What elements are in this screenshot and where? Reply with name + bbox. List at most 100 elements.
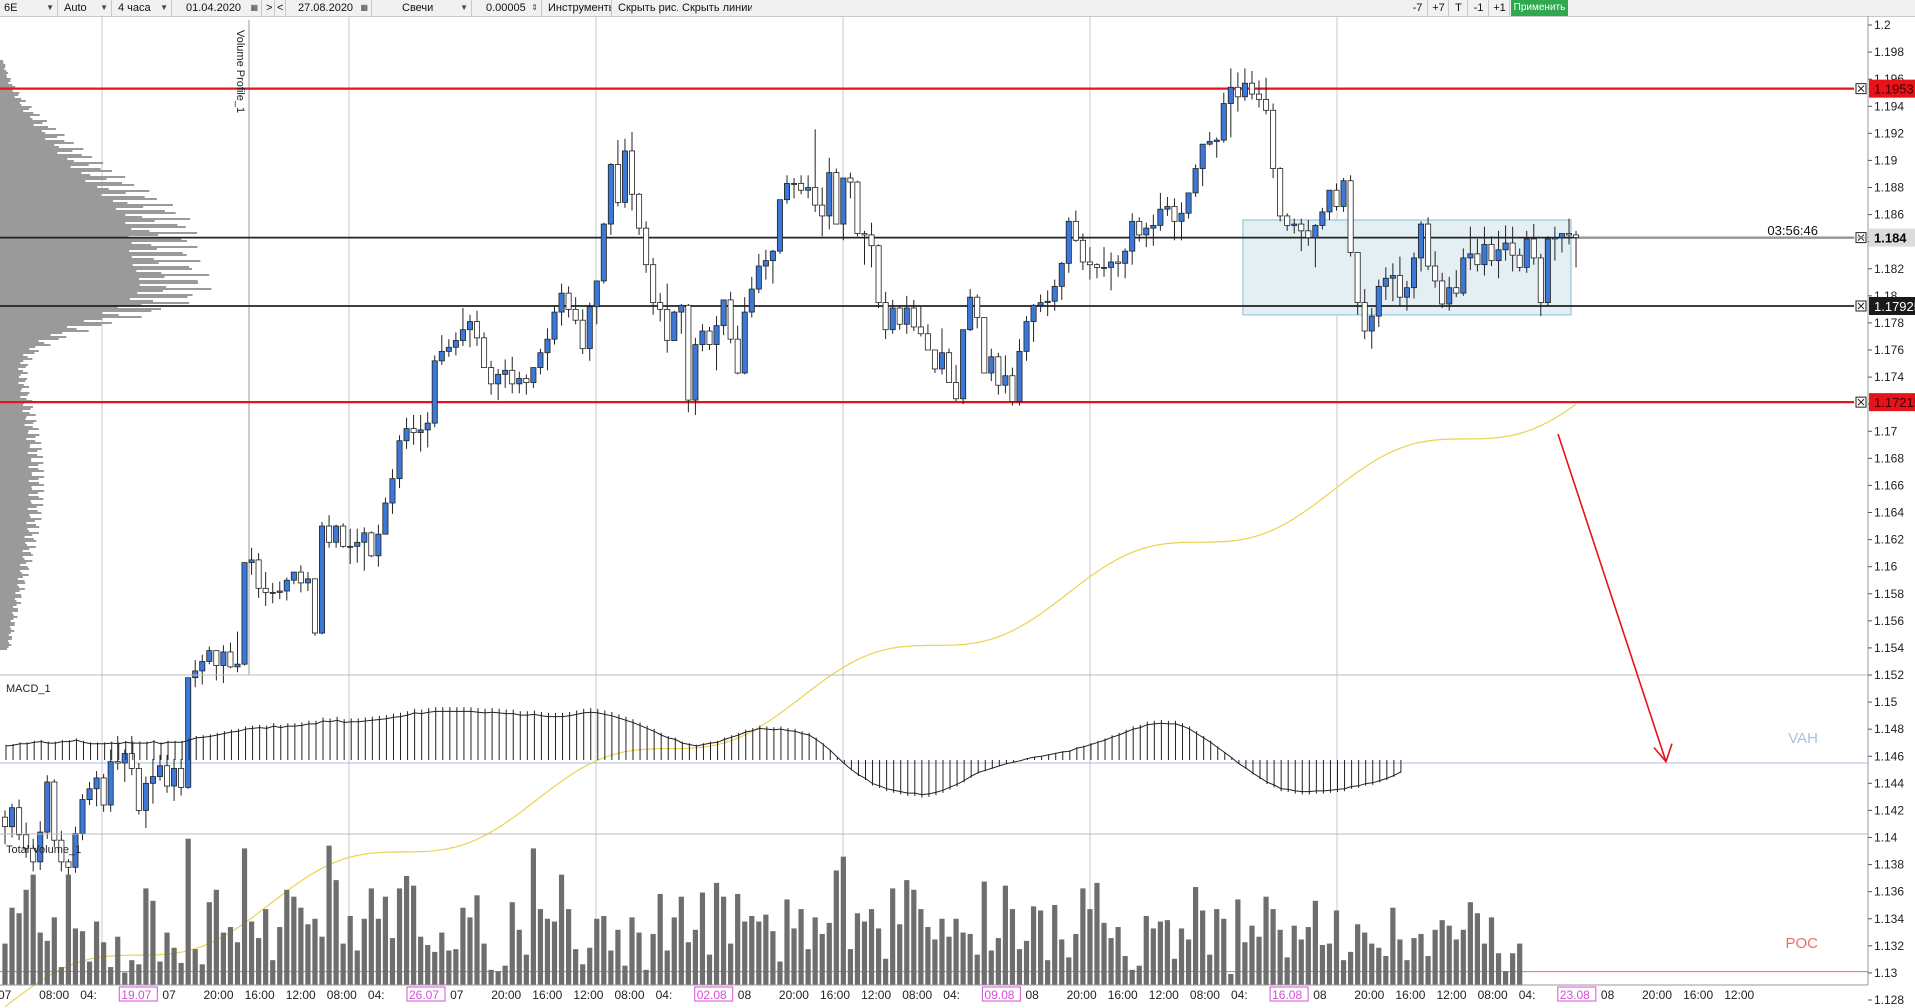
chart-type-select[interactable]: Свечи ▼ xyxy=(374,0,472,16)
volume-bar xyxy=(1193,887,1199,985)
volume-bar xyxy=(396,888,403,985)
apply-button[interactable]: Применить xyxy=(1511,0,1568,16)
calendar-icon[interactable]: ▦ xyxy=(360,3,368,12)
profile-bar xyxy=(0,634,9,636)
volume-bar xyxy=(875,928,882,985)
stepper-icon[interactable]: ⇕ xyxy=(531,3,538,12)
profile-bar xyxy=(0,512,42,514)
profile-bar xyxy=(0,552,31,554)
price-chart[interactable]: 1.21.1981.1961.1941.1921.191.1881.1861.1… xyxy=(0,16,1915,1008)
price-axis[interactable]: 1.21.1981.1961.1941.1921.191.1881.1861.1… xyxy=(1868,18,1915,1007)
profile-bar xyxy=(0,630,15,632)
x-tick-label: 07 xyxy=(162,988,176,1002)
candle-body xyxy=(459,329,466,341)
profile-bar xyxy=(0,138,46,140)
candle-body xyxy=(798,183,805,191)
date-from-field[interactable]: 01.04.2020 ▦ xyxy=(174,0,262,16)
calendar-icon[interactable]: ▦ xyxy=(250,3,258,12)
forecast-arrow[interactable] xyxy=(1557,433,1673,764)
profile-bar xyxy=(0,304,142,306)
profile-bar xyxy=(0,380,26,382)
profile-bar xyxy=(0,282,198,284)
profile-bar xyxy=(0,536,25,538)
profile-bar xyxy=(0,244,152,246)
profile-bar xyxy=(0,350,39,352)
close-icon-cross xyxy=(1857,302,1865,310)
candle-body xyxy=(502,369,509,375)
profile-bar xyxy=(0,102,20,104)
candle-body xyxy=(1115,261,1122,264)
y-tick-label: 1.178 xyxy=(1874,316,1904,330)
arrow-shaft[interactable] xyxy=(1557,433,1667,762)
profile-bar xyxy=(0,564,21,566)
profile-bar xyxy=(0,646,9,648)
x-tick-label: 12:00 xyxy=(1724,988,1754,1002)
minus-seven-button[interactable]: -7 xyxy=(1408,0,1428,16)
profile-bar xyxy=(0,640,9,642)
profile-bar xyxy=(0,116,31,118)
volume-bar xyxy=(1214,909,1220,985)
profile-bar xyxy=(0,290,163,292)
volume-bar xyxy=(1157,921,1163,985)
date-to-field[interactable]: 27.08.2020 ▦ xyxy=(288,0,372,16)
tick-size-stepper[interactable]: 0.00005 ⇕ xyxy=(474,0,542,16)
candle-body xyxy=(1439,280,1446,305)
symbol-select[interactable]: 6E ▼ xyxy=(0,0,58,16)
timeframe-select[interactable]: 4 часа ▼ xyxy=(114,0,172,16)
close-icon[interactable] xyxy=(1855,300,1867,312)
profile-bar xyxy=(0,388,22,390)
profile-bar xyxy=(0,522,27,524)
volume-bar xyxy=(453,949,459,985)
plus-one-button[interactable]: +1 xyxy=(1490,0,1510,16)
volume-bar xyxy=(1347,951,1354,985)
volume-bar xyxy=(263,909,269,985)
profile-bar xyxy=(0,344,51,346)
y-tick-label: 1.15 xyxy=(1874,695,1898,709)
volume-bar xyxy=(418,936,424,985)
volume-bar xyxy=(1171,958,1178,985)
candle-body xyxy=(1256,93,1263,100)
arrow-head-icon[interactable] xyxy=(1653,743,1673,764)
volume-bar xyxy=(580,964,586,985)
volume-bar xyxy=(347,916,353,985)
hide-drawings-button[interactable]: Скрыть рис. xyxy=(618,2,678,14)
time-axis[interactable]: 07 08:00 04: 19.07 07 20:00 16:00 12:00 08:00 04:… xyxy=(0,986,1755,1002)
profile-bar xyxy=(0,228,132,230)
profile-bar xyxy=(0,264,133,266)
volume-bar xyxy=(904,880,910,985)
close-icon[interactable] xyxy=(1855,83,1867,95)
date-highlight-box xyxy=(1269,986,1309,1002)
y-tick-label: 1.152 xyxy=(1874,668,1904,682)
candle-body xyxy=(861,233,868,236)
today-button[interactable]: T xyxy=(1450,0,1468,16)
tools-button[interactable]: Инструменты xyxy=(544,0,612,16)
profile-bar xyxy=(0,556,23,558)
timeframe-value: 4 часа xyxy=(118,2,151,14)
volume-bar xyxy=(277,927,283,985)
candle-body xyxy=(185,677,192,788)
profile-bar xyxy=(0,494,29,496)
price-levels[interactable] xyxy=(0,83,1868,973)
volume-bar xyxy=(720,896,727,985)
scale-select[interactable]: Auto ▼ xyxy=(60,0,112,16)
x-tick-label: 12:00 xyxy=(861,988,891,1002)
candle-body xyxy=(938,352,945,370)
volume-bar xyxy=(749,916,755,985)
hide-lines-button[interactable]: Скрыть линии xyxy=(682,2,752,14)
candle-body xyxy=(720,299,727,327)
profile-bar xyxy=(0,438,27,440)
profile-bar xyxy=(0,178,107,180)
profile-bar xyxy=(0,612,13,614)
profile-bar xyxy=(0,644,12,646)
prev-period-button[interactable]: < xyxy=(275,0,286,16)
candle-body xyxy=(755,265,762,290)
close-icon[interactable] xyxy=(1855,396,1867,408)
plus-seven-button[interactable]: +7 xyxy=(1429,0,1449,16)
candle-body xyxy=(1086,261,1093,266)
candle-body xyxy=(347,545,354,548)
minus-one-button[interactable]: -1 xyxy=(1469,0,1489,16)
next-period-button[interactable]: > xyxy=(264,0,275,16)
candle-body xyxy=(354,541,361,547)
profile-bar xyxy=(0,582,26,584)
profile-bar xyxy=(0,250,130,252)
